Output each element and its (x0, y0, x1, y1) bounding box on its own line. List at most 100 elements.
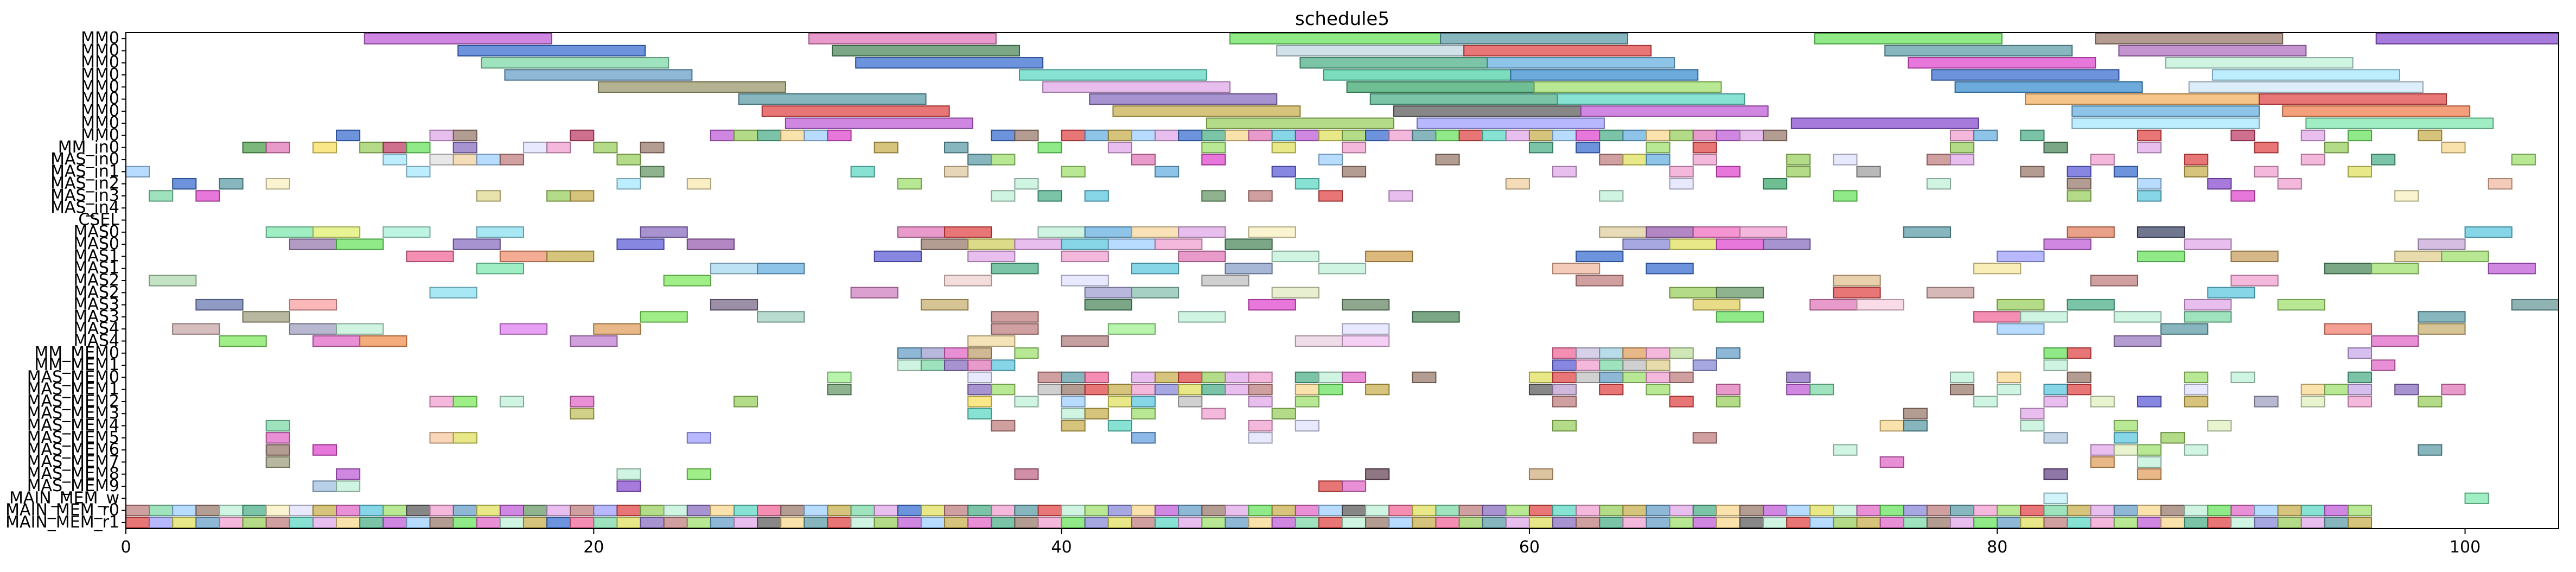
task-bar (640, 311, 688, 323)
task-bar (593, 517, 618, 529)
task-bar (2418, 323, 2466, 335)
task-bar (1763, 178, 1788, 190)
task-bar (616, 468, 641, 480)
task-bar (1950, 371, 1975, 383)
y-tick-label: MM_in0 (58, 138, 119, 157)
task-bar (2137, 250, 2185, 263)
task-bar (616, 504, 641, 517)
task-bar (2184, 238, 2232, 250)
task-bar (1037, 504, 1062, 517)
task-bar (1599, 129, 1624, 142)
task-bar (452, 504, 477, 517)
task-bar (1716, 129, 1740, 142)
task-bar (2418, 311, 2466, 323)
task-bar (504, 69, 693, 81)
task-bar (1692, 142, 1717, 154)
task-bar (1622, 154, 1647, 166)
task-bar (2095, 33, 2284, 45)
task-bar (686, 504, 711, 517)
task-bar (1716, 383, 1740, 396)
task-bar (1576, 504, 1601, 517)
task-bar (1178, 504, 1203, 517)
task-bar (2043, 432, 2068, 444)
task-bar (2371, 335, 2419, 347)
task-bar (1014, 129, 1039, 142)
task-bar (452, 432, 477, 444)
task-bar (1739, 226, 1788, 238)
task-bar (1271, 129, 1296, 142)
task-bar (1342, 323, 1390, 335)
task-bar (1131, 383, 1156, 396)
task-bar (1388, 504, 1413, 517)
task-bar (429, 432, 454, 444)
task-bar (2324, 263, 2373, 275)
task-bar (1342, 166, 1367, 178)
task-bar (1084, 287, 1132, 298)
y-tick-label: MAS2 (73, 271, 119, 290)
task-bar (2441, 383, 2466, 396)
task-bar (991, 263, 1039, 275)
task-bar (1178, 311, 1226, 323)
task-bar (640, 226, 688, 238)
task-bar (920, 517, 946, 529)
task-bar (1295, 129, 1319, 142)
y-tick-label: MM0 (81, 113, 119, 132)
task-bar (873, 517, 898, 529)
task-bar (452, 238, 501, 250)
task-bar (1107, 238, 1156, 250)
task-bar (1557, 93, 1745, 105)
task-bar (1014, 468, 1039, 480)
task-bar (2113, 335, 2162, 347)
task-bar (1458, 504, 1483, 517)
task-bar (1482, 504, 1507, 517)
task-bar (967, 504, 992, 517)
task-bar (312, 504, 337, 517)
task-bar (1037, 517, 1062, 529)
task-bar (1646, 142, 1670, 154)
task-bar (289, 323, 337, 335)
task-bar (967, 371, 992, 383)
y-tick-label: MM0 (81, 77, 119, 96)
task-bar (1299, 57, 1488, 69)
task-bar (1318, 371, 1343, 383)
y-tick-label: MAIN_MEM_r1 (5, 513, 119, 532)
task-bar (1248, 517, 1273, 529)
task-bar (920, 347, 946, 359)
task-bar (967, 347, 992, 359)
task-bar (2305, 117, 2494, 129)
task-bar (2137, 142, 2162, 154)
task-bar (1393, 105, 1582, 117)
task-bar (1248, 129, 1273, 142)
task-bar (1248, 298, 1296, 311)
task-bar (1463, 45, 1652, 57)
task-bar (1552, 420, 1577, 432)
task-bar (2137, 178, 2162, 190)
y-tick-label: CSEL (78, 211, 119, 230)
task-bar (1576, 347, 1601, 359)
task-bar (1178, 383, 1203, 396)
task-bar (2211, 69, 2400, 81)
task-bar (1599, 226, 1647, 238)
x-tick-label: 20 (583, 538, 604, 557)
task-bar (1692, 517, 1717, 529)
task-bar (2113, 432, 2138, 444)
task-bar (522, 142, 548, 154)
x-tick-label: 60 (1519, 538, 1540, 557)
task-bar (897, 347, 922, 359)
task-bar (1599, 347, 1624, 359)
task-bar (1295, 178, 1319, 190)
task-bar (429, 504, 454, 517)
task-bar (2090, 517, 2115, 529)
task-bar (336, 480, 361, 492)
task-bar (2113, 444, 2138, 456)
task-bar (172, 517, 197, 529)
task-bar (242, 142, 267, 154)
task-bar (2277, 504, 2302, 517)
y-tick-label: MAS_MEM1 (27, 380, 119, 399)
task-bar (172, 504, 197, 517)
task-bar (1412, 311, 1460, 323)
task-bar (481, 57, 669, 69)
task-bar (734, 504, 758, 517)
task-bar (1342, 517, 1367, 529)
task-bar (1692, 226, 1740, 238)
